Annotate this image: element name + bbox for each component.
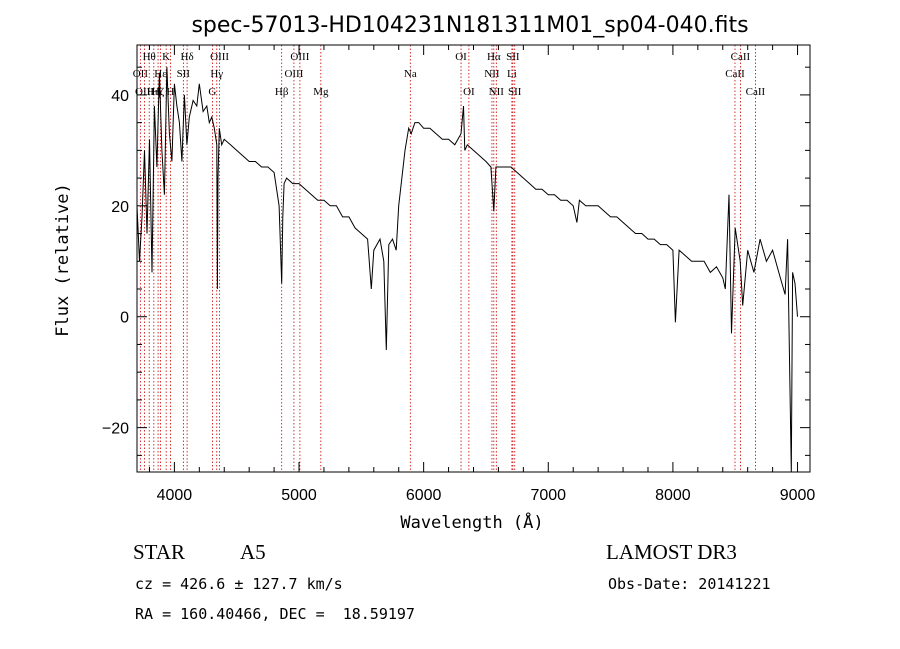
line-label: Li bbox=[507, 68, 517, 80]
line-label: Hδ bbox=[181, 51, 194, 63]
x-axis-ticks: 4000 5000 6000 7000 8000 9000 bbox=[148, 45, 816, 504]
x-tick-label: 9000 bbox=[780, 487, 816, 504]
line-label: SII bbox=[508, 86, 522, 98]
radec-readout: RA = 160.40466, DEC = 18.59197 bbox=[135, 605, 415, 623]
line-label: Hθ bbox=[143, 51, 156, 63]
line-label: NII bbox=[489, 86, 505, 98]
y-tick-label: 40 bbox=[111, 88, 129, 105]
x-tick-label: 6000 bbox=[406, 487, 442, 504]
survey-label: LAMOST DR3 bbox=[606, 540, 737, 564]
x-tick-label: 5000 bbox=[281, 487, 317, 504]
line-label: OIII bbox=[290, 51, 309, 63]
line-label: Na bbox=[404, 68, 417, 80]
line-label: CaII bbox=[725, 68, 745, 80]
line-label: Hγ bbox=[210, 68, 223, 80]
x-axis-label: Wavelength (Å) bbox=[400, 511, 543, 533]
line-label: Hζ bbox=[152, 86, 165, 98]
cz-readout: cz = 426.6 ± 127.7 km/s bbox=[135, 575, 343, 593]
line-label: H bbox=[167, 86, 175, 98]
y-axis-label: Flux (relative) bbox=[53, 183, 73, 337]
line-label: Hα bbox=[487, 51, 501, 63]
line-label: Hε bbox=[154, 68, 167, 80]
x-tick-label: 8000 bbox=[655, 487, 691, 504]
y-tick-label: −20 bbox=[102, 421, 129, 438]
line-label: Hη bbox=[147, 86, 161, 98]
line-label: CaII bbox=[746, 86, 766, 98]
y-tick-label: 20 bbox=[111, 199, 129, 216]
line-label: OII bbox=[133, 68, 149, 80]
class-label: STAR bbox=[133, 540, 185, 564]
spectral-line-markers bbox=[139, 45, 756, 472]
chart-title: spec-57013-HD104231N181311M01_sp04-040.f… bbox=[191, 13, 748, 38]
line-label: OI bbox=[455, 51, 467, 63]
line-label: SII bbox=[506, 51, 520, 63]
line-label: CaII bbox=[731, 51, 751, 63]
line-label: OIII bbox=[284, 68, 303, 80]
y-axis-ticks: −20 0 20 40 bbox=[102, 66, 810, 456]
plot-frame bbox=[136, 44, 811, 473]
line-label: OI bbox=[463, 86, 475, 98]
line-label: Mg bbox=[313, 86, 329, 98]
obs-date: Obs-Date: 20141221 bbox=[608, 575, 771, 593]
y-tick-label: 0 bbox=[120, 310, 129, 327]
spectrum-line bbox=[136, 67, 798, 473]
subclass-label: A5 bbox=[240, 540, 266, 564]
line-label: NII bbox=[484, 68, 500, 80]
x-tick-label: 7000 bbox=[530, 487, 566, 504]
line-label: G bbox=[208, 86, 216, 98]
line-label: K bbox=[162, 51, 170, 63]
line-label: Hβ bbox=[275, 86, 289, 98]
line-label: OIII bbox=[210, 51, 229, 63]
line-label: SII bbox=[177, 68, 191, 80]
x-tick-label: 4000 bbox=[157, 487, 193, 504]
